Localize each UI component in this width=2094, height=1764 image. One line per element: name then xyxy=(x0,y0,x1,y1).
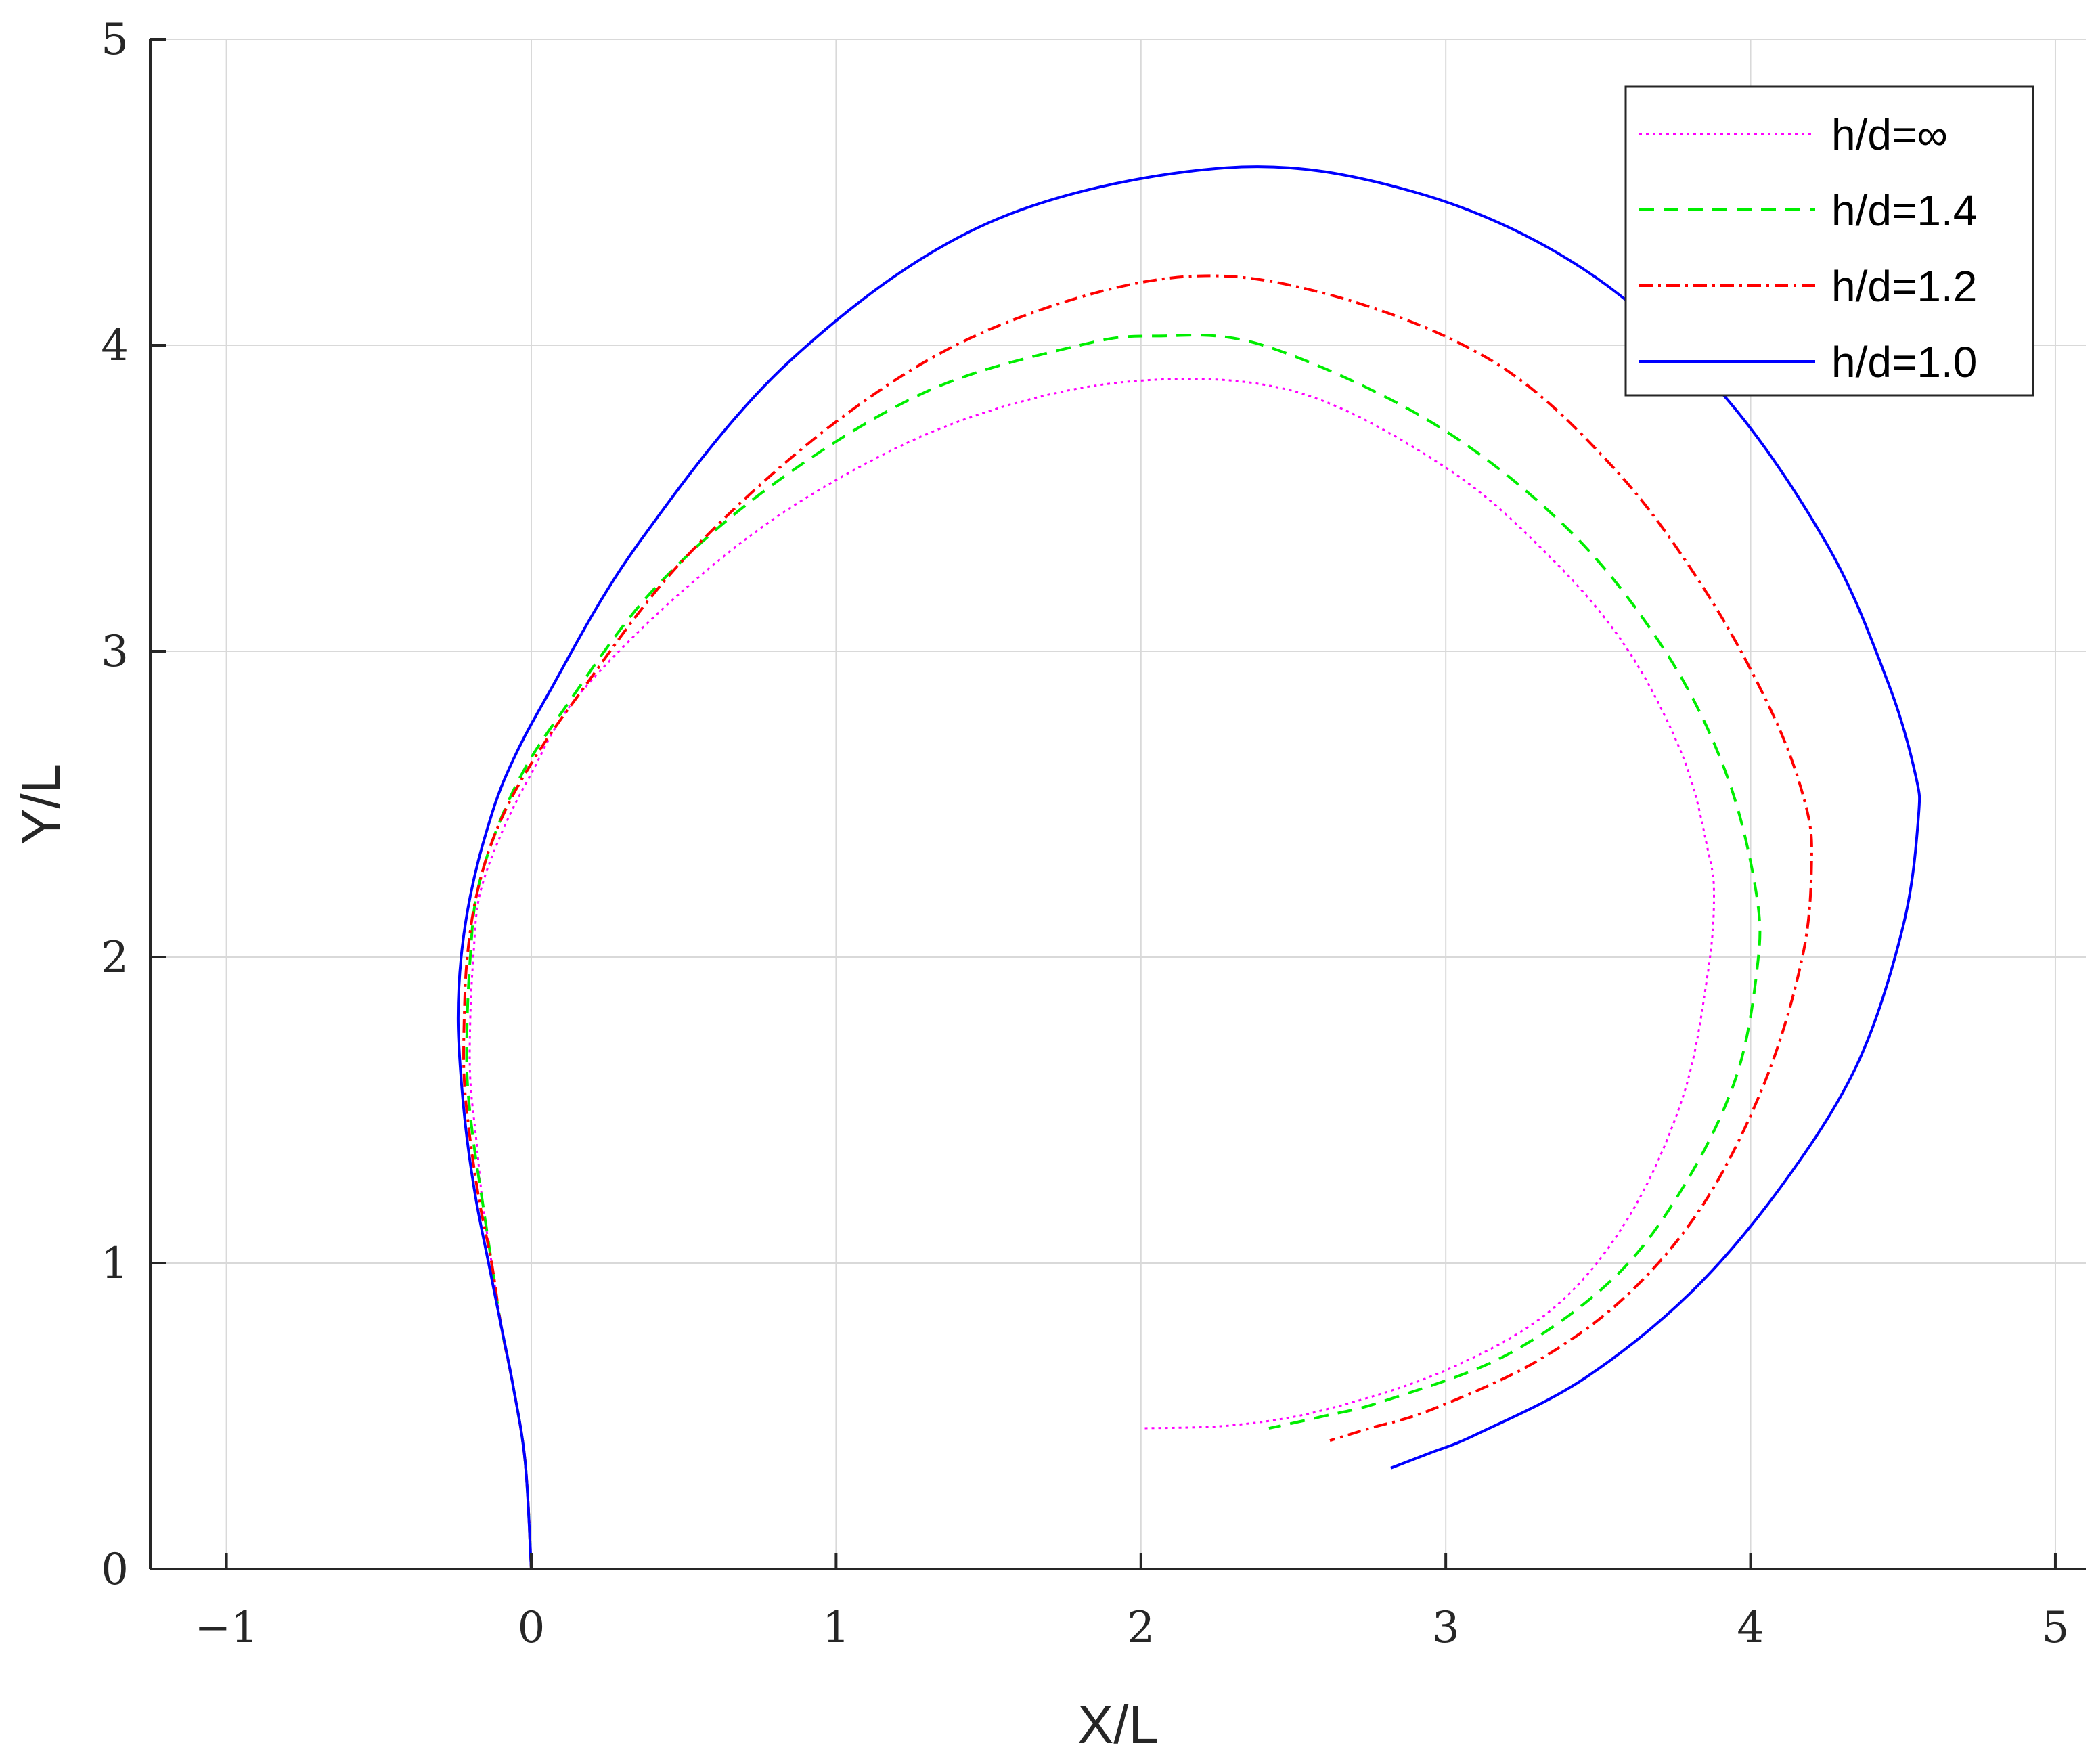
x-tick-label: 0 xyxy=(518,1603,545,1653)
series-line-3 xyxy=(456,165,1921,1570)
legend: h/d=∞ h/d=1.4 h/d=1.2 h/d=1.0 xyxy=(1624,85,2034,397)
x-tick-label: −1 xyxy=(194,1603,258,1653)
legend-items: h/d=∞ h/d=1.4 h/d=1.2 h/d=1.0 xyxy=(1639,110,1977,387)
legend-label-1: h/d=1.4 xyxy=(1831,186,1977,235)
y-tick-label: 0 xyxy=(101,1545,129,1595)
y-tick-label: 1 xyxy=(101,1239,129,1289)
x-tick-label: 1 xyxy=(822,1603,850,1653)
ticks: −1 0 1 2 3 4 5 0 1 2 3 4 5 xyxy=(101,15,2069,1653)
x-tick-label: 5 xyxy=(2042,1603,2070,1653)
x-tick-label: 2 xyxy=(1127,1603,1155,1653)
legend-label-3: h/d=1.0 xyxy=(1831,338,1977,387)
legend-label-2: h/d=1.2 xyxy=(1831,262,1977,311)
y-tick-label: 5 xyxy=(101,15,129,65)
legend-box xyxy=(1624,85,2034,397)
x-axis-label: X/L xyxy=(1077,1694,1159,1755)
y-axis-label: Y/L xyxy=(11,764,71,845)
legend-label-0: h/d=∞ xyxy=(1831,110,1948,159)
y-tick-label: 2 xyxy=(101,933,129,983)
series-line-1 xyxy=(465,334,1762,1570)
x-tick-label: 4 xyxy=(1737,1603,1764,1653)
y-tick-label: 4 xyxy=(101,321,129,371)
series-line-2 xyxy=(462,274,1813,1570)
y-tick-label: 3 xyxy=(101,627,129,677)
x-tick-label: 3 xyxy=(1432,1603,1460,1653)
series-layer xyxy=(456,165,1921,1570)
